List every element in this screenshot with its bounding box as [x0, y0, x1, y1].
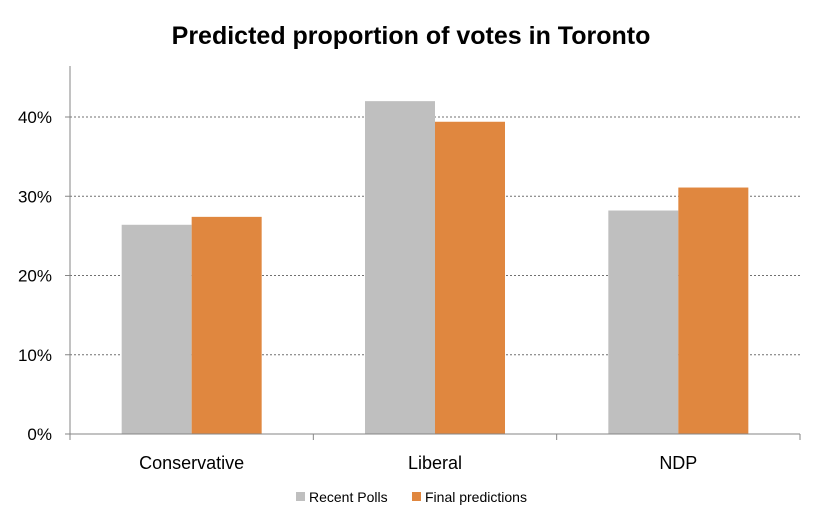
- x-tick-label: Conservative: [139, 453, 244, 473]
- legend-swatch-recent-polls: [296, 492, 305, 501]
- bars: [121, 101, 749, 435]
- bar-liberal-final-predictions: [435, 121, 505, 434]
- y-tick-label: 10%: [18, 346, 52, 365]
- bar-ndp-final-predictions: [678, 187, 749, 434]
- x-tick-label: Liberal: [408, 453, 462, 473]
- bar-conservative-recent-polls: [121, 224, 192, 434]
- y-tick-label: 30%: [18, 187, 52, 206]
- chart-title: Predicted proportion of votes in Toronto: [172, 22, 651, 50]
- y-tick-label: 0%: [27, 425, 52, 444]
- legend-label: Recent Polls: [309, 489, 388, 505]
- y-tick-label: 40%: [18, 108, 52, 127]
- axis-labels: 0% 10% 20% 30% 40% Conservative Liberal NDP: [18, 108, 697, 473]
- bar-ndp-recent-polls: [608, 210, 679, 434]
- legend-swatch-final-predictions: [412, 492, 421, 501]
- legend-label: Final predictions: [425, 489, 527, 505]
- bar-conservative-final-predictions: [191, 216, 262, 434]
- bar-liberal-recent-polls: [365, 101, 435, 435]
- axes: [65, 66, 801, 440]
- y-tick-label: 20%: [18, 267, 52, 286]
- x-tick-label: NDP: [659, 453, 697, 473]
- legend: Recent Polls Final predictions: [296, 489, 527, 505]
